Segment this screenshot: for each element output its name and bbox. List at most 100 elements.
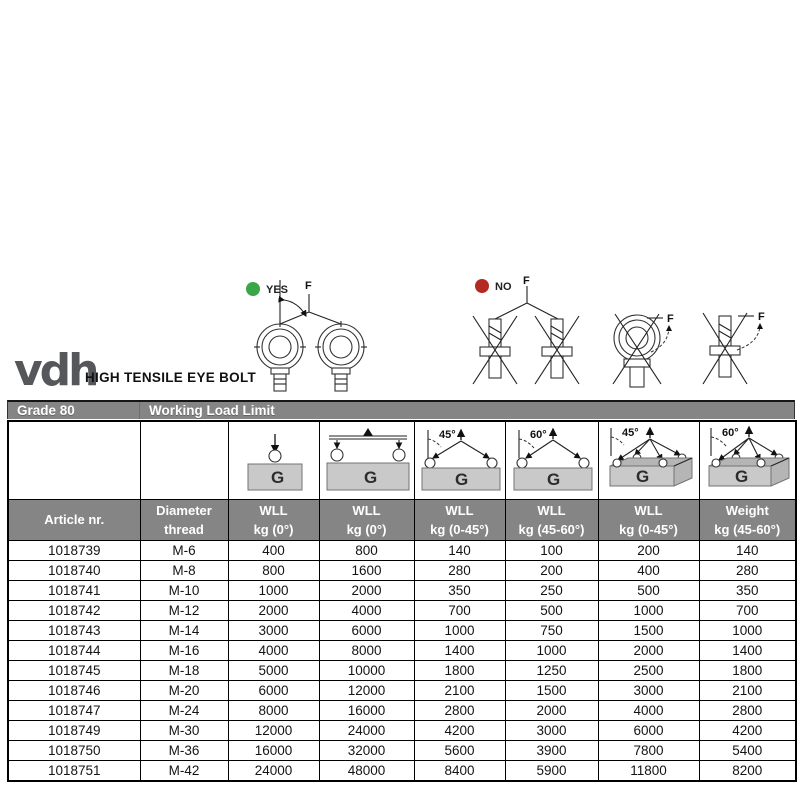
table-cell: 1000	[413, 620, 506, 641]
col-header-wll-0-45-four: WLL kg (0-45°)	[597, 499, 700, 541]
table-cell: M-24	[139, 700, 229, 721]
table-cell: 16000	[318, 700, 415, 721]
table-cell: 1000	[504, 640, 599, 661]
header-line1: Weight	[725, 502, 769, 518]
four-leg-sling-45-icon: 45° G	[597, 420, 700, 500]
force-label: F	[523, 275, 530, 287]
table-cell: 250	[504, 580, 599, 601]
table-cell: 1018740	[7, 560, 141, 581]
table-row: 1018744 M-16 4000 8000 1400 1000 2000 1400	[7, 640, 797, 661]
table-cell: 280	[413, 560, 506, 581]
table-cell: 8000	[227, 700, 320, 721]
table-cell: 7800	[597, 740, 700, 761]
table-cell: 8400	[413, 760, 506, 782]
table-cell: 2100	[413, 680, 506, 701]
header-line1: WLL	[537, 502, 566, 518]
table-cell: 6000	[597, 720, 700, 741]
working-load-limit-label: Working Load Limit	[149, 403, 275, 418]
table-cell: 5900	[504, 760, 599, 782]
table-row: 1018742 M-12 2000 4000 700 500 1000 700	[7, 600, 797, 621]
angle-label: 45°	[622, 427, 639, 439]
table-cell: 1018750	[7, 740, 141, 761]
table-cell: 700	[698, 600, 797, 621]
table-cell: 1018739	[7, 540, 141, 561]
crossed-eye-bolt-side-icon	[534, 315, 580, 385]
two-leg-sling-60-icon: 60° G	[504, 420, 599, 500]
col-header-wll-0-single: WLL kg (0°)	[227, 499, 320, 541]
force-label: F	[305, 280, 312, 292]
table-row: 1018741 M-10 1000 2000 350 250 500 350	[7, 580, 797, 601]
table-cell: 1000	[698, 620, 797, 641]
table-cell: 400	[227, 540, 320, 561]
no-dot-icon	[475, 279, 489, 293]
page-title: HIGH TENSILE EYE BOLT	[85, 370, 257, 385]
table-row: 1018743 M-14 3000 6000 1000 750 1500 1000	[7, 620, 797, 641]
empty-cell	[139, 420, 229, 500]
table-cell: 8200	[698, 760, 797, 782]
table-cell: 100	[504, 540, 599, 561]
empty-cell	[7, 420, 141, 500]
table-cell: 4000	[318, 600, 415, 621]
table-cell: 3000	[597, 680, 700, 701]
header-line2: kg (45-60°)	[518, 522, 585, 537]
table-cell: 11800	[597, 760, 700, 782]
table-cell: 24000	[318, 720, 415, 741]
table-cell: 1250	[504, 660, 599, 681]
g-label: G	[735, 467, 748, 486]
table-cell: 1018742	[7, 600, 141, 621]
table-cell: M-8	[139, 560, 229, 581]
four-leg-sling-60-icon: 60° G	[698, 420, 797, 500]
force-label: F	[758, 311, 765, 323]
vdh-logo: vdh	[14, 345, 99, 396]
crossed-eye-bolt-side-icon	[472, 315, 518, 385]
col-header-article: Article nr.	[7, 499, 141, 541]
table-cell: 140	[413, 540, 506, 561]
table-cell: 500	[504, 600, 599, 621]
header-line2: thread	[164, 522, 204, 537]
table-cell: 700	[413, 600, 506, 621]
table-cell: 1500	[597, 620, 700, 641]
table-cell: 1018749	[7, 720, 141, 741]
table-cell: 48000	[318, 760, 415, 782]
table-cell: 1018743	[7, 620, 141, 641]
table-cell: 12000	[318, 680, 415, 701]
table-cell: 8000	[318, 640, 415, 661]
g-label: G	[271, 468, 284, 487]
header-line1: WLL	[352, 502, 381, 518]
grade-label: Grade 80	[17, 403, 75, 418]
table-cell: M-18	[139, 660, 229, 681]
table-cell: 10000	[318, 660, 415, 681]
header-line2: kg (0-45°)	[619, 522, 678, 537]
table-cell: M-30	[139, 720, 229, 741]
header-line1: Article nr.	[44, 512, 105, 528]
table-cell: 12000	[227, 720, 320, 741]
g-label: G	[636, 467, 649, 486]
table-row: 1018740 M-8 800 1600 280 200 400 280	[7, 560, 797, 581]
table-cell: M-10	[139, 580, 229, 601]
table-cell: 1018746	[7, 680, 141, 701]
table-cell: 4200	[413, 720, 506, 741]
table-cell: 1018751	[7, 760, 141, 782]
angle-label: 60°	[530, 429, 547, 441]
table-cell: 140	[698, 540, 797, 561]
table-cell: 32000	[318, 740, 415, 761]
crossed-eye-bolt-front-icon: F	[612, 313, 674, 388]
table-cell: 1800	[698, 660, 797, 681]
header-line2: kg (0-45°)	[430, 522, 489, 537]
table-body: 1018739 M-6 400 800 140 100 200 140 1018740 M-8 80…	[7, 540, 797, 782]
table-cell: 24000	[227, 760, 320, 782]
table-cell: 5000	[227, 660, 320, 681]
icon-row: G G	[7, 420, 797, 500]
force-label: F	[667, 313, 674, 325]
spec-table-wrap: G G	[7, 420, 797, 782]
col-header-wll-0-45: WLL kg (0-45°)	[413, 499, 506, 541]
col-header-wll-0-double: WLL kg (0°)	[318, 499, 415, 541]
correct-usage-diagram: YES F	[246, 280, 367, 392]
header-line1: WLL	[634, 502, 663, 518]
table-cell: 500	[597, 580, 700, 601]
table-cell: 2000	[318, 580, 415, 601]
table-cell: 200	[504, 560, 599, 581]
table-cell: 3000	[504, 720, 599, 741]
two-leg-sling-45-icon: 45° G	[413, 420, 506, 500]
table-cell: 5600	[413, 740, 506, 761]
